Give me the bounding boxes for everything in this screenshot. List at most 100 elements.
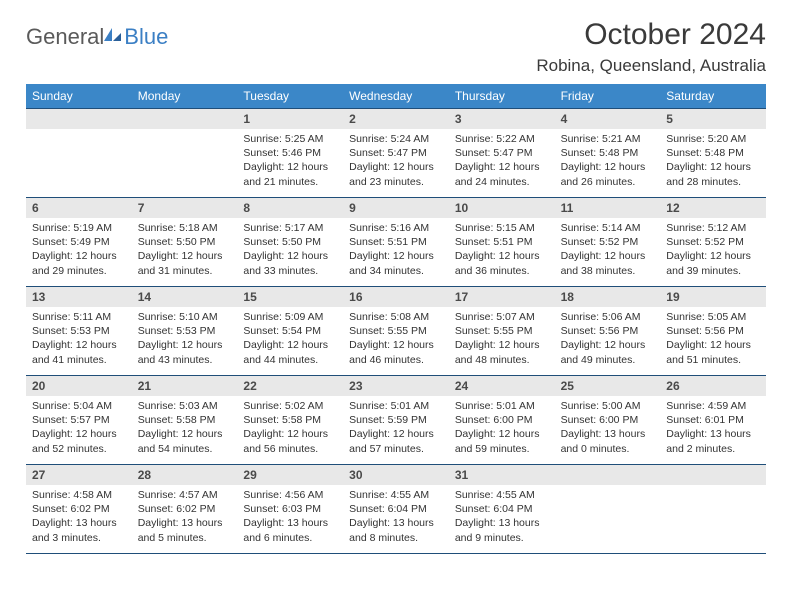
day-header: Sunday: [26, 84, 132, 108]
sunset-text: Sunset: 5:50 PM: [243, 235, 337, 249]
day-details: Sunrise: 5:11 AMSunset: 5:53 PMDaylight:…: [26, 307, 132, 373]
calendar-cell: 30Sunrise: 4:55 AMSunset: 6:04 PMDayligh…: [343, 465, 449, 553]
day-number: 29: [237, 465, 343, 485]
month-title: October 2024: [536, 18, 766, 52]
day-number: 16: [343, 287, 449, 307]
day-header: Tuesday: [237, 84, 343, 108]
sunrise-text: Sunrise: 4:58 AM: [32, 488, 126, 502]
day-number: 23: [343, 376, 449, 396]
sunrise-text: Sunrise: 5:25 AM: [243, 132, 337, 146]
calendar-cell: 19Sunrise: 5:05 AMSunset: 5:56 PMDayligh…: [660, 287, 766, 375]
daylight-text: Daylight: 13 hours and 0 minutes.: [561, 427, 655, 455]
calendar: SundayMondayTuesdayWednesdayThursdayFrid…: [26, 84, 766, 554]
sunset-text: Sunset: 5:48 PM: [561, 146, 655, 160]
sunrise-text: Sunrise: 5:09 AM: [243, 310, 337, 324]
day-number: 10: [449, 198, 555, 218]
calendar-cell: 10Sunrise: 5:15 AMSunset: 5:51 PMDayligh…: [449, 198, 555, 286]
day-number: 5: [660, 109, 766, 129]
day-number: 4: [555, 109, 661, 129]
daylight-text: Daylight: 13 hours and 3 minutes.: [32, 516, 126, 544]
calendar-week: 20Sunrise: 5:04 AMSunset: 5:57 PMDayligh…: [26, 375, 766, 464]
day-number: [555, 465, 661, 485]
header: General Blue October 2024 Robina, Queens…: [26, 18, 766, 76]
sunset-text: Sunset: 6:00 PM: [561, 413, 655, 427]
calendar-cell: 31Sunrise: 4:55 AMSunset: 6:04 PMDayligh…: [449, 465, 555, 553]
calendar-cell: 8Sunrise: 5:17 AMSunset: 5:50 PMDaylight…: [237, 198, 343, 286]
day-details: Sunrise: 5:00 AMSunset: 6:00 PMDaylight:…: [555, 396, 661, 462]
calendar-cell: 17Sunrise: 5:07 AMSunset: 5:55 PMDayligh…: [449, 287, 555, 375]
day-number: 12: [660, 198, 766, 218]
calendar-cell: 13Sunrise: 5:11 AMSunset: 5:53 PMDayligh…: [26, 287, 132, 375]
sunrise-text: Sunrise: 4:59 AM: [666, 399, 760, 413]
calendar-cell: 14Sunrise: 5:10 AMSunset: 5:53 PMDayligh…: [132, 287, 238, 375]
sunrise-text: Sunrise: 5:00 AM: [561, 399, 655, 413]
sunset-text: Sunset: 5:58 PM: [243, 413, 337, 427]
sunrise-text: Sunrise: 4:57 AM: [138, 488, 232, 502]
calendar-cell: 6Sunrise: 5:19 AMSunset: 5:49 PMDaylight…: [26, 198, 132, 286]
sunset-text: Sunset: 5:54 PM: [243, 324, 337, 338]
daylight-text: Daylight: 12 hours and 44 minutes.: [243, 338, 337, 366]
day-number: 6: [26, 198, 132, 218]
day-number: 21: [132, 376, 238, 396]
calendar-week: 13Sunrise: 5:11 AMSunset: 5:53 PMDayligh…: [26, 286, 766, 375]
calendar-cell: 11Sunrise: 5:14 AMSunset: 5:52 PMDayligh…: [555, 198, 661, 286]
day-number: [26, 109, 132, 129]
sunrise-text: Sunrise: 5:22 AM: [455, 132, 549, 146]
daylight-text: Daylight: 12 hours and 23 minutes.: [349, 160, 443, 188]
calendar-cell: 12Sunrise: 5:12 AMSunset: 5:52 PMDayligh…: [660, 198, 766, 286]
day-details: Sunrise: 4:57 AMSunset: 6:02 PMDaylight:…: [132, 485, 238, 551]
day-number: 25: [555, 376, 661, 396]
day-number: 31: [449, 465, 555, 485]
day-number: 14: [132, 287, 238, 307]
daylight-text: Daylight: 12 hours and 56 minutes.: [243, 427, 337, 455]
daylight-text: Daylight: 13 hours and 5 minutes.: [138, 516, 232, 544]
day-details: Sunrise: 4:55 AMSunset: 6:04 PMDaylight:…: [343, 485, 449, 551]
sunset-text: Sunset: 6:01 PM: [666, 413, 760, 427]
daylight-text: Daylight: 13 hours and 2 minutes.: [666, 427, 760, 455]
sunrise-text: Sunrise: 5:16 AM: [349, 221, 443, 235]
calendar-cell: 23 Sunrise: 5:01 AMSunset: 5:59 PMDayligh…: [343, 376, 449, 464]
day-details: Sunrise: 5:15 AMSunset: 5:51 PMDaylight:…: [449, 218, 555, 284]
sunrise-text: Sunrise: 5:06 AM: [561, 310, 655, 324]
day-details: [660, 485, 766, 494]
day-number: 27: [26, 465, 132, 485]
sunrise-text: Sunrise: 4:55 AM: [455, 488, 549, 502]
daylight-text: Daylight: 12 hours and 38 minutes.: [561, 249, 655, 277]
sunrise-text: Sunrise: 5:11 AM: [32, 310, 126, 324]
daylight-text: Daylight: 13 hours and 6 minutes.: [243, 516, 337, 544]
daylight-text: Daylight: 12 hours and 57 minutes.: [349, 427, 443, 455]
day-number: 17: [449, 287, 555, 307]
calendar-cell: 7Sunrise: 5:18 AMSunset: 5:50 PMDaylight…: [132, 198, 238, 286]
day-number: 15: [237, 287, 343, 307]
day-details: Sunrise: 5:21 AMSunset: 5:48 PMDaylight:…: [555, 129, 661, 195]
day-details: Sunrise: 5:02 AMSunset: 5:58 PMDaylight:…: [237, 396, 343, 462]
calendar-cell: 15 Sunrise: 5:09 AMSunset: 5:54 PMDayligh…: [237, 287, 343, 375]
logo: General Blue: [26, 24, 168, 50]
calendar-cell: 25Sunrise: 5:00 AMSunset: 6:00 PMDayligh…: [555, 376, 661, 464]
calendar-cell: 16Sunrise: 5:08 AMSunset: 5:55 PMDayligh…: [343, 287, 449, 375]
sunrise-text: Sunrise: 5:01 AM: [349, 399, 443, 413]
calendar-cell: 22Sunrise: 5:02 AMSunset: 5:58 PMDayligh…: [237, 376, 343, 464]
sunrise-text: Sunrise: 5:10 AM: [138, 310, 232, 324]
sunset-text: Sunset: 5:53 PM: [138, 324, 232, 338]
day-number: 7: [132, 198, 238, 218]
sunset-text: Sunset: 5:47 PM: [349, 146, 443, 160]
sunset-text: Sunset: 5:59 PM: [349, 413, 443, 427]
sunset-text: Sunset: 5:50 PM: [138, 235, 232, 249]
sunrise-text: Sunrise: 5:07 AM: [455, 310, 549, 324]
calendar-cell: 1Sunrise: 5:25 AMSunset: 5:46 PMDaylight…: [237, 109, 343, 197]
calendar-cell: 2Sunrise: 5:24 AMSunset: 5:47 PMDaylight…: [343, 109, 449, 197]
sunrise-text: Sunrise: 5:15 AM: [455, 221, 549, 235]
day-number: 26: [660, 376, 766, 396]
sunset-text: Sunset: 6:03 PM: [243, 502, 337, 516]
calendar-week: 27Sunrise: 4:58 AMSunset: 6:02 PMDayligh…: [26, 464, 766, 554]
sunrise-text: Sunrise: 5:18 AM: [138, 221, 232, 235]
day-headers-row: SundayMondayTuesdayWednesdayThursdayFrid…: [26, 84, 766, 108]
daylight-text: Daylight: 12 hours and 48 minutes.: [455, 338, 549, 366]
calendar-cell: [660, 465, 766, 553]
daylight-text: Daylight: 12 hours and 29 minutes.: [32, 249, 126, 277]
day-details: Sunrise: 5:22 AMSunset: 5:47 PMDaylight:…: [449, 129, 555, 195]
day-details: Sunrise: 5:18 AMSunset: 5:50 PMDaylight:…: [132, 218, 238, 284]
day-number: 19: [660, 287, 766, 307]
sunrise-text: Sunrise: 5:19 AM: [32, 221, 126, 235]
